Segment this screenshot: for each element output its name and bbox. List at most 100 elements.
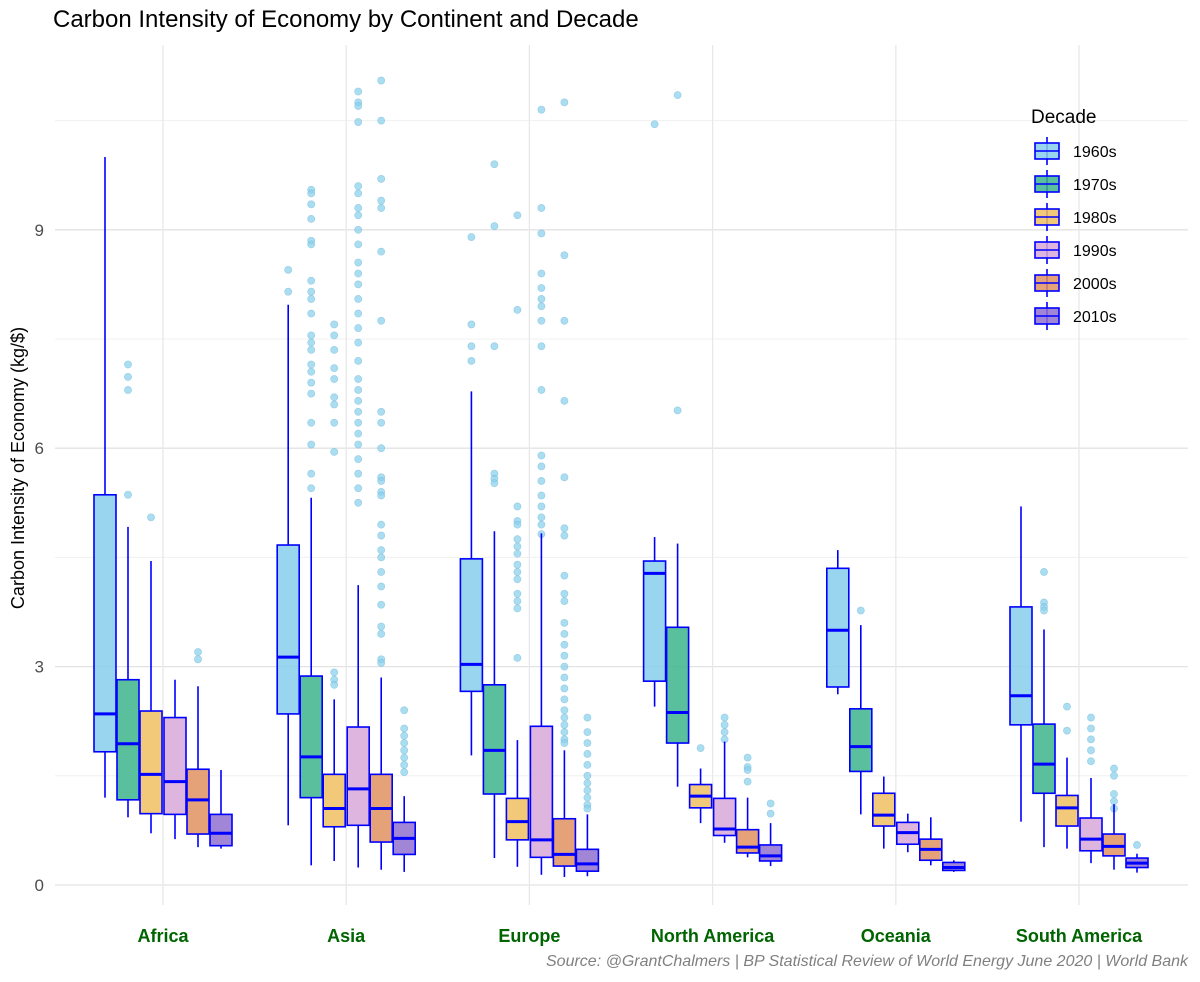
outlier-point <box>513 520 522 529</box>
box-group <box>529 105 554 875</box>
legend-item: 2010s <box>1034 302 1117 330</box>
outlier-point <box>513 305 522 314</box>
box-group <box>758 799 783 867</box>
outlier-point <box>377 568 386 576</box>
x-category-label: Europe <box>498 926 560 946</box>
outlier-point <box>377 531 386 540</box>
outlier-point <box>354 356 363 365</box>
box-group <box>163 679 187 840</box>
box-iqr <box>1009 606 1033 726</box>
outlier-point <box>560 713 569 722</box>
outlier-point <box>720 728 729 737</box>
outlier-point <box>560 619 569 627</box>
box-iqr <box>735 828 760 854</box>
outlier-point <box>377 659 386 667</box>
outlier-point <box>1110 764 1118 773</box>
outlier-point <box>330 375 339 383</box>
outlier-point <box>377 174 386 183</box>
outlier-point <box>1087 713 1095 722</box>
outlier-point <box>467 320 476 329</box>
outlier-point <box>1110 797 1118 806</box>
box-group <box>941 860 966 872</box>
outlier-point <box>354 280 363 289</box>
outlier-point <box>124 372 132 381</box>
outlier-point <box>354 429 363 438</box>
outlier-point <box>537 295 546 303</box>
box-group <box>139 513 163 834</box>
outlier-point <box>513 653 522 662</box>
outlier-point <box>400 746 409 755</box>
legend-label: 2010s <box>1073 309 1117 326</box>
outlier-point <box>354 440 363 449</box>
legend-item: 1980s <box>1034 203 1117 231</box>
box-iqr <box>209 813 233 847</box>
box-group <box>1102 764 1126 870</box>
outlier-point <box>194 648 202 656</box>
outlier-point <box>124 490 132 499</box>
box-iqr <box>552 817 577 867</box>
outlier-point <box>354 418 363 427</box>
outlier-point <box>354 204 363 212</box>
outlier-point <box>377 629 386 638</box>
legend-item: 2000s <box>1034 269 1117 297</box>
outlier-point <box>513 211 522 220</box>
y-axis-title: Carbon Intensity of Economy (kg/$) <box>8 327 28 609</box>
outlier-point <box>560 706 569 715</box>
box-group <box>895 813 920 853</box>
box-group <box>848 606 873 815</box>
outlier-point <box>537 284 546 292</box>
outlier-point <box>513 502 522 511</box>
outlier-point <box>400 768 409 777</box>
legend-label: 1970s <box>1073 177 1117 194</box>
outlier-point <box>560 251 569 260</box>
box-iqr <box>1079 817 1103 852</box>
box-group <box>276 265 301 826</box>
outlier-point <box>377 444 386 453</box>
outlier-point <box>307 331 316 340</box>
outlier-point <box>673 91 682 100</box>
chart-caption: Source: @GrantChalmers | BP Statistical … <box>546 953 1188 970</box>
outlier-point <box>307 484 316 493</box>
outlier-point <box>307 295 316 303</box>
box-iqr <box>459 558 484 693</box>
outlier-point <box>330 680 339 689</box>
outlier-point <box>400 706 409 715</box>
legend-label: 1990s <box>1073 243 1117 260</box>
outlier-point <box>513 604 522 613</box>
outlier-point <box>354 189 363 198</box>
outlier-point <box>560 629 569 638</box>
y-tick-label: 0 <box>35 876 44 895</box>
outlier-point <box>377 247 386 256</box>
outlier-point <box>400 753 409 762</box>
outlier-point <box>354 240 363 249</box>
box-group <box>505 211 530 867</box>
outlier-point <box>354 225 363 234</box>
box-iqr <box>116 678 140 801</box>
outlier-point <box>560 316 569 325</box>
outlier-point <box>354 396 363 405</box>
outlier-point <box>560 597 569 605</box>
outlier-point <box>1040 568 1048 576</box>
x-category-label: Africa <box>137 926 189 946</box>
outlier-point <box>354 102 363 110</box>
outlier-point <box>560 720 569 729</box>
box-iqr <box>346 726 371 827</box>
box-group <box>871 776 896 849</box>
box-iqr <box>322 773 347 828</box>
box-group <box>346 87 371 868</box>
outlier-point <box>354 498 363 507</box>
outlier-point <box>307 469 316 478</box>
legend-item: 1970s <box>1034 170 1117 198</box>
outlier-point <box>650 120 659 129</box>
outlier-point <box>354 407 363 416</box>
outlier-point <box>1133 841 1141 849</box>
box-iqr <box>186 768 210 835</box>
outlier-point <box>307 200 316 209</box>
outlier-point <box>583 760 592 769</box>
box-group <box>552 98 577 877</box>
outlier-point <box>377 316 386 325</box>
outlier-point <box>560 571 569 580</box>
boxplot-boxes <box>93 76 1149 877</box>
outlier-point <box>513 597 522 605</box>
outlier-point <box>307 346 316 354</box>
